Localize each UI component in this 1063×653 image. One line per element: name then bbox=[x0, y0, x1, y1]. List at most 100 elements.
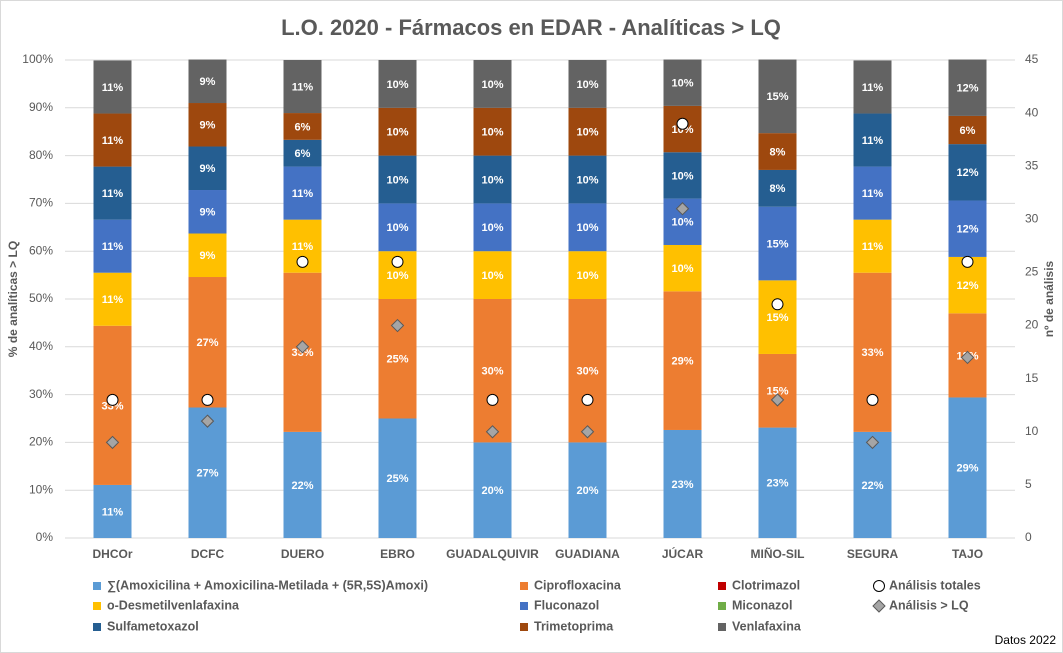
legend-label: ∑(Amoxicilina + Amoxicilina-Metilada + (… bbox=[107, 578, 428, 592]
data-label: 29% bbox=[956, 463, 978, 475]
data-label: 11% bbox=[292, 241, 314, 253]
legend-swatch bbox=[93, 602, 101, 610]
data-label: 15% bbox=[766, 386, 788, 398]
data-label: 23% bbox=[671, 479, 693, 491]
data-label: 15% bbox=[766, 238, 788, 250]
y-tick-label: 90% bbox=[29, 100, 53, 114]
scatter-point bbox=[770, 393, 785, 407]
bar-segment bbox=[568, 107, 607, 156]
bar-segment bbox=[93, 113, 132, 167]
data-label: 27% bbox=[196, 337, 218, 349]
bar-segment bbox=[93, 272, 132, 326]
data-label: 10% bbox=[576, 79, 598, 91]
bar-segment bbox=[188, 103, 227, 147]
y2-tick-label: 25 bbox=[1025, 265, 1039, 279]
x-tick-label: DHCOr bbox=[92, 547, 132, 561]
data-label: 12% bbox=[956, 167, 978, 179]
bar-segment bbox=[853, 431, 892, 538]
scatter-point bbox=[485, 425, 500, 439]
scatter-point bbox=[676, 117, 689, 130]
data-label: 11% bbox=[102, 135, 124, 147]
bar-segment bbox=[378, 418, 417, 538]
data-label: 25% bbox=[386, 354, 408, 366]
bar-segment bbox=[758, 169, 797, 207]
x-tick-label: SEGURA bbox=[847, 547, 899, 561]
data-label: 10% bbox=[481, 222, 503, 234]
bar-segment bbox=[378, 155, 417, 204]
scatter-point bbox=[865, 435, 880, 450]
data-label: 11% bbox=[862, 135, 884, 147]
data-label: 11% bbox=[292, 188, 314, 200]
y-tick-label: 10% bbox=[29, 482, 53, 496]
data-label: 10% bbox=[386, 270, 408, 282]
legend-swatch bbox=[93, 623, 101, 631]
y2-axis-label: nº de análisis bbox=[1042, 260, 1056, 337]
data-label: 10% bbox=[671, 124, 693, 136]
bar-segment bbox=[758, 427, 797, 538]
bar-segment bbox=[853, 113, 892, 167]
x-tick-label: DCFC bbox=[191, 547, 225, 561]
bar-segment bbox=[853, 60, 892, 114]
bar-segment bbox=[568, 203, 607, 252]
bar-segment bbox=[378, 203, 417, 252]
data-label: 9% bbox=[200, 207, 216, 219]
bar-segment bbox=[188, 190, 227, 234]
bar-segment bbox=[568, 251, 607, 299]
bar-segment bbox=[663, 152, 702, 199]
data-label: 12% bbox=[956, 280, 978, 292]
y-tick-label: 100% bbox=[22, 52, 53, 66]
data-label: 10% bbox=[671, 170, 693, 182]
y-axis-label: % de analíticas > LQ bbox=[6, 241, 20, 357]
legend-label: Venlafaxina bbox=[732, 619, 802, 633]
bar-segment bbox=[188, 277, 227, 408]
footer: Datos 2022 bbox=[995, 633, 1057, 647]
data-label: 10% bbox=[481, 127, 503, 139]
bar-segment bbox=[473, 442, 512, 538]
bar-segment bbox=[473, 155, 512, 204]
scatter-point bbox=[106, 393, 119, 406]
x-tick-label: DUERO bbox=[281, 547, 324, 561]
bar-segment bbox=[758, 59, 797, 134]
legend-label: Sulfametoxazol bbox=[107, 619, 199, 633]
legend-swatch bbox=[520, 623, 528, 631]
scatter-point bbox=[960, 350, 975, 365]
scatter-point bbox=[201, 393, 214, 406]
data-label: 10% bbox=[481, 79, 503, 91]
legend-swatch bbox=[93, 582, 101, 590]
y-tick-label: 0% bbox=[36, 530, 54, 544]
y-tick-label: 40% bbox=[29, 339, 53, 353]
scatter-point bbox=[581, 393, 594, 406]
data-label: 10% bbox=[481, 174, 503, 186]
x-tick-label: JÚCAR bbox=[662, 546, 704, 561]
scatter-point bbox=[961, 255, 974, 268]
bar-segment bbox=[948, 200, 987, 257]
data-label: 10% bbox=[386, 222, 408, 234]
bar-segment bbox=[853, 219, 892, 273]
bar-segment bbox=[948, 59, 987, 116]
data-label: 11% bbox=[102, 294, 124, 306]
bar-segment bbox=[568, 299, 607, 443]
legend-label: o-Desmetilvenlafaxina bbox=[107, 598, 240, 612]
data-label: 6% bbox=[295, 148, 311, 160]
data-label: 11% bbox=[102, 506, 124, 518]
bar-segment bbox=[93, 60, 132, 114]
data-label: 12% bbox=[956, 224, 978, 236]
bar-segment bbox=[188, 407, 227, 538]
data-label: 11% bbox=[862, 188, 884, 200]
y2-tick-label: 35 bbox=[1025, 158, 1039, 172]
data-label: 9% bbox=[200, 76, 216, 88]
data-label: 10% bbox=[671, 217, 693, 229]
legend-marker bbox=[872, 599, 886, 613]
x-tick-label: GUADIANA bbox=[555, 547, 620, 561]
x-tick-label: TAJO bbox=[952, 547, 983, 561]
bar-segment bbox=[663, 59, 702, 106]
scatter-point bbox=[580, 425, 595, 439]
bar-segment bbox=[948, 397, 987, 538]
legend-label: Análisis > LQ bbox=[889, 598, 969, 612]
bar-segment bbox=[378, 60, 417, 108]
bar-segment bbox=[473, 203, 512, 252]
data-label: 11% bbox=[102, 188, 124, 200]
bar-segment bbox=[758, 280, 797, 354]
y-tick-label: 20% bbox=[29, 435, 53, 449]
